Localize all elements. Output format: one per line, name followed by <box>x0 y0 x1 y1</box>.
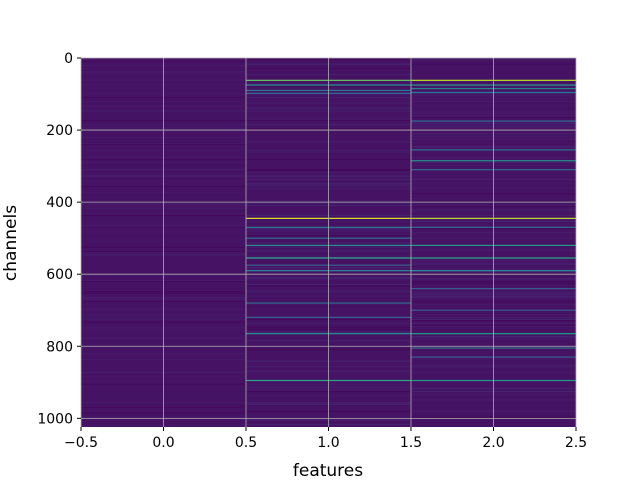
x-tick-label: 0.5 <box>235 435 257 451</box>
x-tick-label: 1.5 <box>400 435 422 451</box>
x-tick-label: 0.0 <box>152 435 174 451</box>
x-axis-ticks: −0.5 0.0 0.5 1.0 1.5 2.0 2.5 <box>64 427 587 451</box>
x-tick-label: 2.5 <box>565 435 587 451</box>
y-tick-label: 0 <box>64 51 73 67</box>
y-tick-label: 1000 <box>37 411 73 427</box>
y-tick-label: 600 <box>46 267 73 283</box>
grid-lines <box>80 57 577 427</box>
plot-area <box>80 57 577 427</box>
x-tick-label: −0.5 <box>64 435 98 451</box>
x-axis-label: features <box>293 461 363 480</box>
x-tick-label: 1.0 <box>317 435 339 451</box>
y-axis-ticks: 0 200 400 600 800 1000 <box>37 51 81 427</box>
x-tick-label: 2.0 <box>482 435 504 451</box>
y-tick-label: 200 <box>46 123 73 139</box>
y-tick-label: 400 <box>46 195 73 211</box>
y-tick-label: 800 <box>46 339 73 355</box>
y-axis-label: channels <box>1 205 21 281</box>
